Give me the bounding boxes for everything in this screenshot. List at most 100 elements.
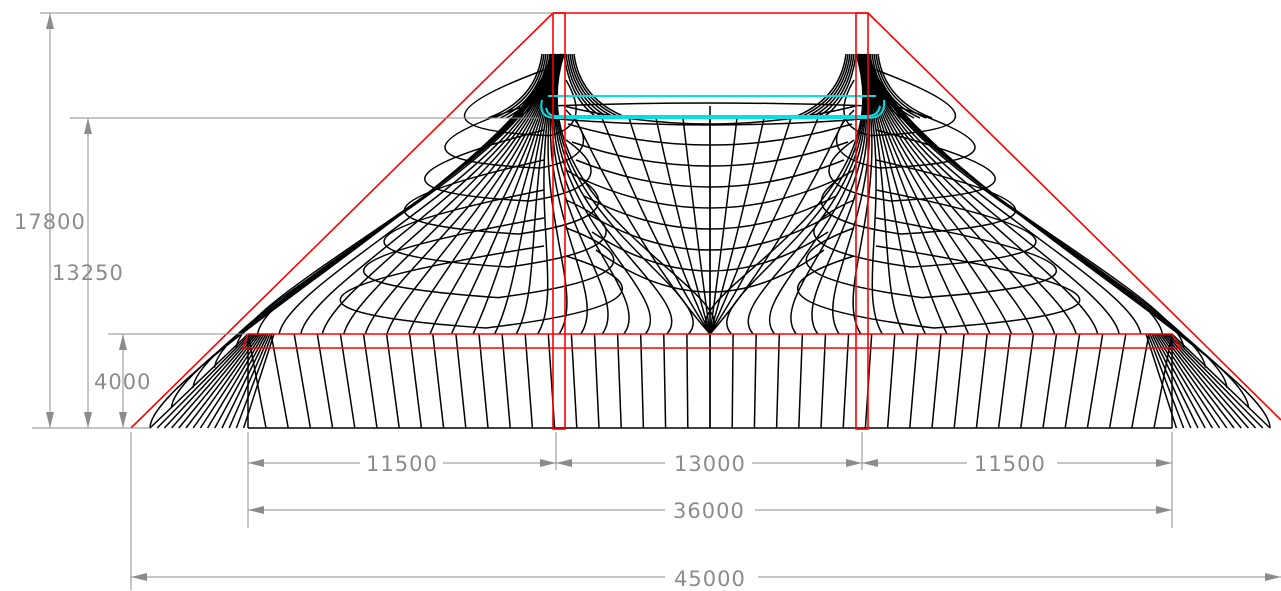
skirt-line [1108,333,1127,429]
edge-beam [241,333,1182,349]
head-flare [573,53,629,119]
skirt-line [1163,333,1242,429]
skirt-line [432,333,445,429]
meridian-line [869,53,1271,429]
meridian-line [866,53,1164,335]
skirt-line [686,333,689,429]
saddle-diag [628,117,711,335]
saddle-diag [709,117,846,335]
saddle-diag [574,117,711,335]
meridian-line [726,53,865,335]
skirt-line [1020,333,1035,429]
saddle-diag [682,117,711,335]
hoop-line [463,69,577,137]
meridian-line [549,53,589,335]
skirt-line [1155,333,1214,429]
dim-edge-height: 4000 [94,370,151,394]
saddle-diag [709,117,738,335]
dim-overall-height: 17800 [14,210,86,234]
cyan-head-ring [540,95,886,119]
extension-lines [32,12,1173,590]
skirt-line [1171,333,1271,429]
head-flare [821,53,857,119]
saddle-diag [601,117,711,335]
meridian-line [235,53,553,348]
saddle-diag [655,117,711,335]
skirt-line [478,333,489,429]
skirt-line [235,333,273,429]
meridian-line [864,53,1099,335]
skirt-line [185,333,259,429]
meridian-line [555,53,694,335]
head-flare [877,53,933,119]
vertical-dimensions [46,13,127,428]
meridian-line [450,53,559,335]
dim-left-span: 11500 [366,452,438,476]
skirt-line [455,333,467,429]
meridian-line [149,53,551,429]
skirt-line [975,333,988,429]
head-flare [869,53,909,119]
skirt-line [156,333,251,429]
head-flare [487,53,543,119]
left-stay-cable [130,12,554,429]
meridian-line [256,53,554,335]
head-flare [803,53,851,119]
skirt-line [731,333,734,429]
skirt-line [593,333,600,429]
hoop-line [362,217,615,299]
skirt-line [1064,333,1081,429]
skirt-line [221,333,269,429]
skirt-line [214,333,267,429]
head-ring-line [547,102,873,107]
skirt-line [775,333,781,429]
skirt-line [163,333,253,429]
skirt-line [1169,333,1264,429]
head-flare [569,53,617,119]
head-flare [871,53,915,119]
skirt-line [293,333,312,429]
right-mast [855,12,869,430]
head-ring-line [544,117,876,126]
meridian-line [862,53,991,335]
saddle-diag [709,117,765,335]
skirt-line [178,333,257,429]
meridian-line [554,53,673,335]
skirt-line [909,333,919,429]
skirt-line [242,333,275,429]
skirt-line [1131,333,1150,429]
skirt-line [997,333,1012,429]
hoop-line [797,245,1081,329]
meridian-line [493,53,560,335]
skirt-line [171,333,255,429]
meridian-line [864,53,1077,335]
meridian-line [343,53,556,335]
hoop-line [828,129,996,202]
hoop-line [843,69,957,137]
skirt-line [1086,333,1104,429]
meridian-line [472,53,559,335]
skirt-line [362,333,378,429]
head-flare [499,53,547,119]
head-flare [873,53,921,119]
hoop-line [424,129,592,202]
skirt-line [1161,333,1235,429]
skirt-line [1145,333,1178,429]
meridian-line [515,53,560,335]
dim-base-width: 36000 [673,499,745,523]
dim-right-span: 11500 [974,452,1046,476]
skirt-line [199,333,263,429]
hoop-line [805,217,1058,299]
meridian-line [429,53,558,335]
skirt-line [270,333,289,429]
skirt-line [1147,333,1185,429]
skirt-line [663,333,667,429]
meridian-line [278,53,554,335]
head-flare [797,53,849,119]
head-flare [875,53,927,119]
meridian-line [866,53,1142,335]
meridian-line [867,53,1185,348]
hoop-line [383,189,607,268]
skirt-line [820,333,827,429]
meridian-line [860,53,905,335]
